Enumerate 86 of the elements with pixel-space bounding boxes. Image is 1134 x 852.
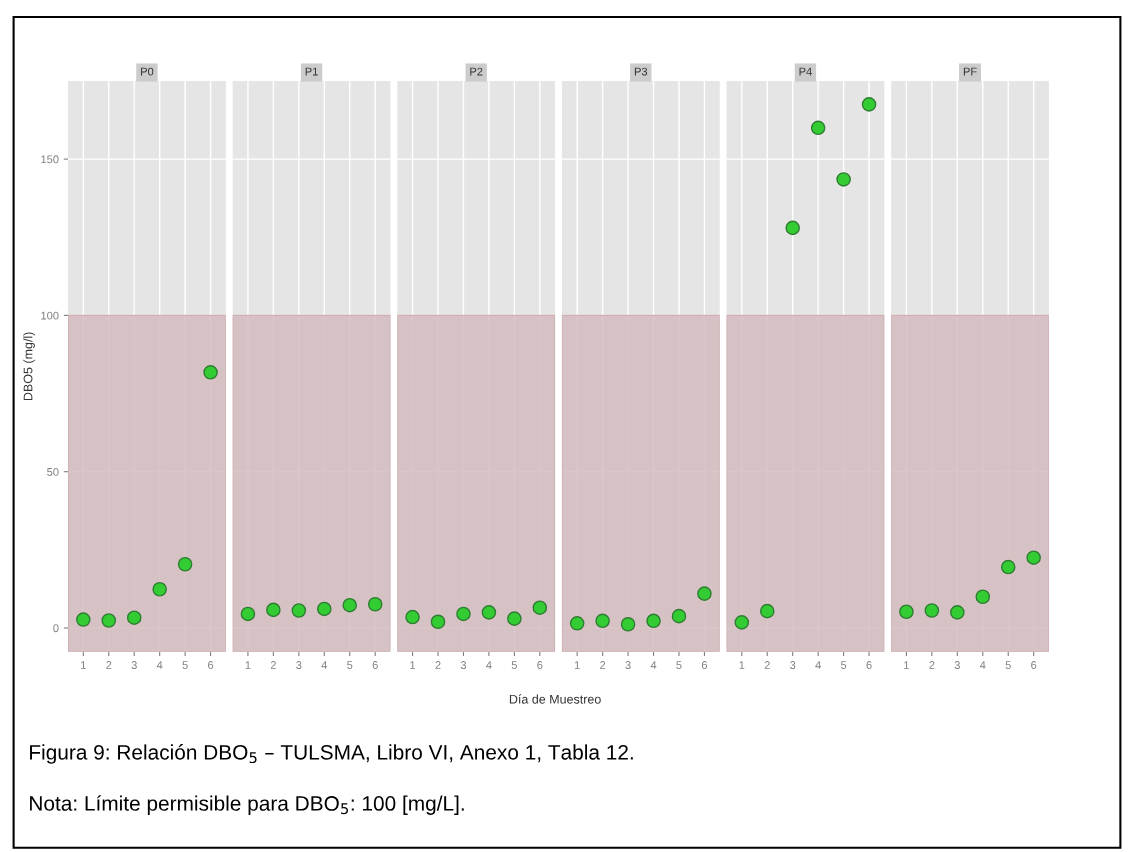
x-tick-label: 6 xyxy=(701,661,708,669)
x-tick-label: 4 xyxy=(979,661,986,669)
x-tick-label: 4 xyxy=(486,661,492,669)
y-axis-title: DBO5 (mg/l) xyxy=(23,332,35,401)
x-tick-label: 3 xyxy=(954,661,960,669)
x-tick-label: 3 xyxy=(296,661,302,669)
x-tick-label: 6 xyxy=(208,661,214,669)
point xyxy=(899,604,914,620)
chart-title: P2 xyxy=(470,67,483,76)
x-tick-label: 5 xyxy=(347,661,353,669)
point xyxy=(532,600,548,615)
x-tick-label: 3 xyxy=(460,661,467,669)
chart-title: P4 xyxy=(799,67,812,76)
point xyxy=(126,610,142,625)
chart-title: P3 xyxy=(634,67,648,76)
point xyxy=(861,97,877,112)
x-tick-label: 2 xyxy=(929,661,935,669)
point xyxy=(697,586,712,601)
x-tick-label: 3 xyxy=(625,661,631,669)
x-tick-label: 6 xyxy=(537,661,543,669)
x-tick-label: 4 xyxy=(321,661,328,669)
x-tick-label: 3 xyxy=(131,661,137,669)
point xyxy=(950,605,965,620)
x-tick-label: 1 xyxy=(245,661,251,669)
point xyxy=(430,614,446,630)
point xyxy=(342,597,358,613)
x-tick-label: 5 xyxy=(182,661,188,669)
y-tick-label: 100 xyxy=(41,311,59,320)
chart-title: P1 xyxy=(305,67,318,76)
point xyxy=(507,611,522,626)
point xyxy=(203,365,218,380)
point xyxy=(101,613,117,628)
point xyxy=(177,556,193,572)
x-tick-label: 4 xyxy=(815,661,821,669)
y-tick-label: 0 xyxy=(53,624,59,633)
point xyxy=(1000,559,1016,575)
point xyxy=(76,612,91,627)
x-tick-label: 6 xyxy=(866,661,872,669)
x-tick-label: 6 xyxy=(372,661,378,669)
x-tick-label: 1 xyxy=(904,661,909,669)
point xyxy=(810,120,826,136)
point xyxy=(595,613,610,629)
x-tick-label: 4 xyxy=(156,661,163,669)
point xyxy=(620,616,636,632)
point xyxy=(1026,550,1041,565)
x-tick-label: 1 xyxy=(739,661,745,669)
x-tick-label: 2 xyxy=(764,661,770,669)
point xyxy=(759,603,775,619)
point xyxy=(975,589,991,605)
point xyxy=(152,581,167,597)
point xyxy=(405,609,420,625)
x-tick-label: 3 xyxy=(790,661,796,669)
point xyxy=(266,602,281,618)
x-tick-label: 2 xyxy=(600,661,606,669)
x-tick-label: 1 xyxy=(410,661,416,669)
point xyxy=(481,605,497,620)
point xyxy=(456,606,471,622)
x-tick-label: 2 xyxy=(270,661,276,669)
x-tick-label: 5 xyxy=(840,661,847,669)
x-tick-label: 5 xyxy=(511,661,517,669)
point xyxy=(291,603,307,618)
point xyxy=(734,615,750,630)
x-tick-label: 6 xyxy=(1031,661,1037,669)
x-tick-label: 2 xyxy=(106,661,112,669)
point xyxy=(317,601,332,617)
point xyxy=(924,603,940,618)
x-tick-label: 5 xyxy=(676,661,682,669)
y-tick-label: 150 xyxy=(41,155,59,164)
text: Figura 9: Relación DBO$_{5}$ – TULSMA, Libro VI, Anexo 1, Tabla 12. xyxy=(30,744,633,764)
chart-title: P0 xyxy=(141,67,154,76)
y-tick-label: 50 xyxy=(47,467,59,476)
text: Nota: Límite permisible para DBO$_{5}$: 100 [mg/L]. xyxy=(30,795,464,815)
point xyxy=(785,220,800,236)
point xyxy=(569,616,585,631)
x-tick-label: 5 xyxy=(1005,661,1011,669)
point xyxy=(671,608,687,624)
point xyxy=(367,596,383,612)
point xyxy=(240,606,256,622)
point xyxy=(836,172,851,187)
x-tick-label: 2 xyxy=(435,661,441,669)
point xyxy=(646,613,661,629)
chart-title: PF xyxy=(963,67,977,76)
x-tick-label: 1 xyxy=(81,661,86,669)
x-axis-title: Día de Muestreo xyxy=(509,694,601,704)
x-tick-label: 4 xyxy=(650,661,657,669)
x-tick-label: 1 xyxy=(574,661,580,669)
